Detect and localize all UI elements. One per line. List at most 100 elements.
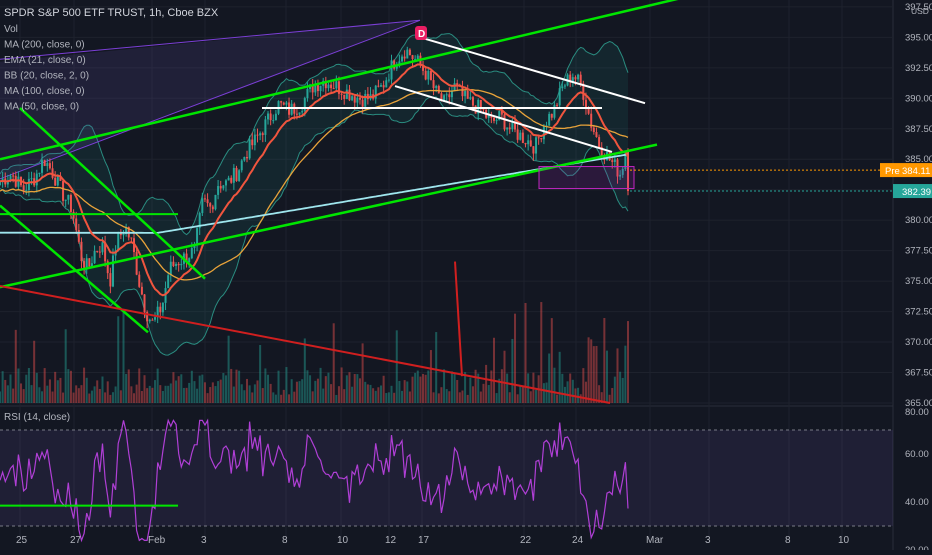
rsi-axis-tick: 60.00 <box>905 449 929 460</box>
volume-bar <box>364 381 367 403</box>
candle-body <box>122 234 125 236</box>
candle-body <box>550 113 553 118</box>
volume-bar <box>529 391 532 403</box>
volume-bar <box>96 380 99 403</box>
candle-body <box>621 168 624 175</box>
candle-body <box>324 80 327 89</box>
candle-body <box>548 113 551 126</box>
volume-bar <box>90 390 93 403</box>
price-axis-tick: 397.50 <box>905 2 932 13</box>
candle-body <box>556 104 559 106</box>
volume-bar <box>30 385 33 403</box>
candle-body <box>9 175 12 181</box>
volume-bar <box>267 374 270 403</box>
candle-body <box>464 90 467 97</box>
candle-body <box>453 83 456 91</box>
volume-bar <box>298 381 301 403</box>
price-axis-tick: 365.00 <box>905 398 932 409</box>
candle-body <box>193 244 196 248</box>
indicator-label: MA (100, close, 0) <box>4 86 85 97</box>
candle-body <box>140 286 143 295</box>
volume-bar <box>77 388 80 403</box>
volume-bar <box>12 388 15 403</box>
dividend-marker <box>415 26 427 40</box>
candle-body <box>227 177 230 181</box>
candle-body <box>440 93 443 101</box>
volume-bar <box>542 383 545 403</box>
volume-bar <box>353 373 356 403</box>
volume-bar <box>408 391 411 403</box>
volume-bar <box>590 339 593 403</box>
volume-bar <box>148 385 151 403</box>
bollinger-upper-band <box>0 32 629 236</box>
volume-bar <box>458 392 461 403</box>
volume-bar <box>600 392 603 403</box>
candle-body <box>364 93 367 107</box>
volume-bar <box>485 364 488 403</box>
volume-bar <box>309 375 312 403</box>
candle-body <box>466 90 469 99</box>
volume-bar <box>414 372 417 403</box>
time-axis-tick: 22 <box>520 535 532 546</box>
candle-body <box>274 113 277 121</box>
last-price-value: 382.39 <box>902 187 931 198</box>
volume-bar <box>324 376 327 403</box>
volume-bar <box>316 378 319 403</box>
volume-bar <box>274 394 277 403</box>
volume-bar <box>330 384 333 403</box>
wedge-bottom-line <box>0 19 421 180</box>
candle-body <box>356 97 359 103</box>
volume-bar <box>445 389 448 403</box>
candle-body <box>582 83 585 100</box>
volume-bar <box>416 370 419 403</box>
volume-bar <box>98 388 101 403</box>
volume-bar <box>280 394 283 403</box>
candle-body <box>498 110 501 121</box>
volume-bar <box>172 372 175 403</box>
volume-bar <box>337 386 340 403</box>
volume-bar <box>235 369 238 403</box>
volume-bar <box>27 367 30 403</box>
candle-body <box>169 261 172 276</box>
volume-bar <box>464 372 467 403</box>
volume-bar <box>62 392 65 403</box>
candle-body <box>613 159 616 162</box>
volume-bar <box>133 393 136 403</box>
volume-bar <box>206 393 209 403</box>
candle-body <box>143 294 146 313</box>
candle-body <box>30 178 33 180</box>
volume-bar <box>54 371 57 403</box>
volume-bar <box>285 367 288 403</box>
candle-body <box>43 160 46 167</box>
candle-body <box>154 317 157 320</box>
volume-bar <box>514 313 517 403</box>
volume-bar <box>503 350 506 403</box>
volume-bar <box>224 375 227 403</box>
volume-bar <box>169 383 172 403</box>
time-axis-tick: 8 <box>282 535 288 546</box>
volume-bar <box>185 387 188 403</box>
candle-body <box>579 74 582 84</box>
candle-body <box>395 66 398 69</box>
candle-body <box>206 199 209 204</box>
volume-bar <box>582 368 585 403</box>
candle-body <box>282 102 285 105</box>
volume-bar <box>385 393 388 403</box>
pre-market-label: Pre <box>885 166 900 177</box>
short-red-line <box>454 261 463 377</box>
candle-body <box>167 275 170 289</box>
candle-body <box>319 85 322 92</box>
volume-bar <box>343 389 346 403</box>
candle-body <box>306 88 309 99</box>
volume-bar <box>272 392 275 403</box>
volume-bar <box>322 388 325 403</box>
candle-body <box>382 85 385 88</box>
candle-body <box>401 56 404 62</box>
volume-bar <box>156 368 159 403</box>
volume-bar <box>437 393 440 403</box>
candle-body <box>146 312 149 322</box>
volume-bar <box>48 379 51 403</box>
volume-bar <box>140 390 143 403</box>
